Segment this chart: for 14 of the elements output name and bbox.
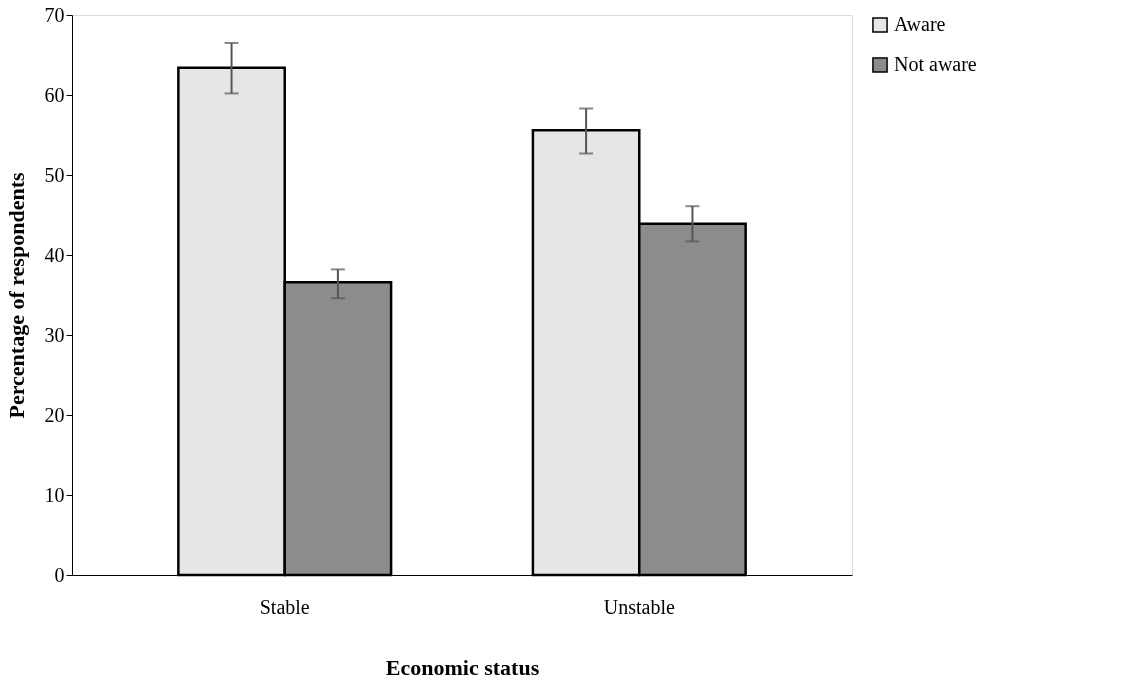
y-tick-label: 60 (44, 83, 65, 106)
legend-label: Not aware (894, 53, 977, 75)
x-axis-title: Economic status (385, 654, 540, 680)
y-tick-label: 0 (54, 563, 65, 586)
x-tick-label: Stable (259, 595, 310, 618)
y-tick-label: 20 (44, 403, 65, 426)
y-tick-label: 10 (44, 483, 65, 506)
y-tick-label: 70 (44, 3, 65, 26)
legend-label: Aware (894, 13, 946, 35)
y-tick-label: 40 (44, 243, 65, 266)
y-axis-title: Percentage of respondents (3, 172, 29, 419)
y-tick-label: 50 (44, 163, 65, 186)
x-tick-label: Unstable (603, 595, 675, 618)
y-tick-label: 30 (44, 323, 65, 346)
